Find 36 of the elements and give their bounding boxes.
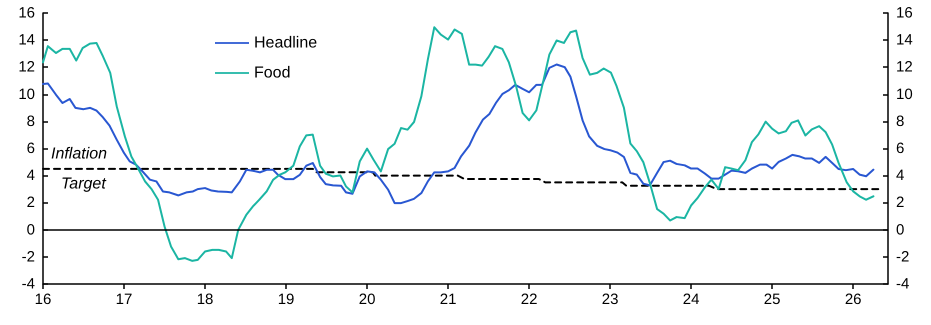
y-tick-label: -2 [22, 248, 35, 266]
y-tick-label: 8 [26, 112, 35, 130]
y2-tick-label: -4 [896, 276, 910, 292]
y-tick-label: 16 [18, 4, 35, 22]
y2-tick-label: 6 [896, 140, 904, 157]
x-tick-label: 21 [440, 291, 456, 308]
annotation: Inflation [51, 145, 108, 162]
y-tick-label: 12 [18, 58, 35, 76]
y-tick-label: -4 [22, 276, 35, 292]
y2-tick-label: 4 [896, 167, 904, 184]
x-tick-label: 25 [764, 291, 780, 308]
y-tick-label: 0 [26, 221, 35, 238]
x-tick-label: 22 [520, 291, 538, 308]
y-tick-label: 14 [18, 32, 35, 49]
y2-tick-label: 16 [896, 4, 913, 22]
legend-label: Headline [254, 34, 318, 52]
annotation: Target [61, 175, 106, 192]
x-tick-label: 24 [682, 291, 700, 308]
x-tick-label: 26 [844, 291, 862, 308]
y-tick-label: 6 [26, 140, 35, 157]
y-tick-label: 10 [18, 86, 35, 103]
x-tick-label: 23 [602, 291, 618, 308]
y2-tick-label: 0 [896, 221, 904, 238]
y2-tick-label: 8 [896, 112, 904, 130]
y-tick-label: 4 [26, 167, 35, 184]
x-tick-label: 18 [196, 291, 214, 308]
y-tick-label: 2 [26, 194, 35, 212]
x-tick-label: 17 [116, 291, 132, 308]
legend-label: Food [254, 64, 290, 82]
x-tick-label: 19 [278, 291, 294, 308]
x-tick-label: 20 [358, 291, 376, 308]
y2-tick-label: 14 [896, 32, 913, 49]
y2-tick-label: 12 [896, 58, 913, 76]
y2-tick-label: -2 [896, 248, 910, 266]
y2-tick-label: 10 [896, 86, 913, 103]
y2-tick-label: 2 [896, 194, 904, 212]
